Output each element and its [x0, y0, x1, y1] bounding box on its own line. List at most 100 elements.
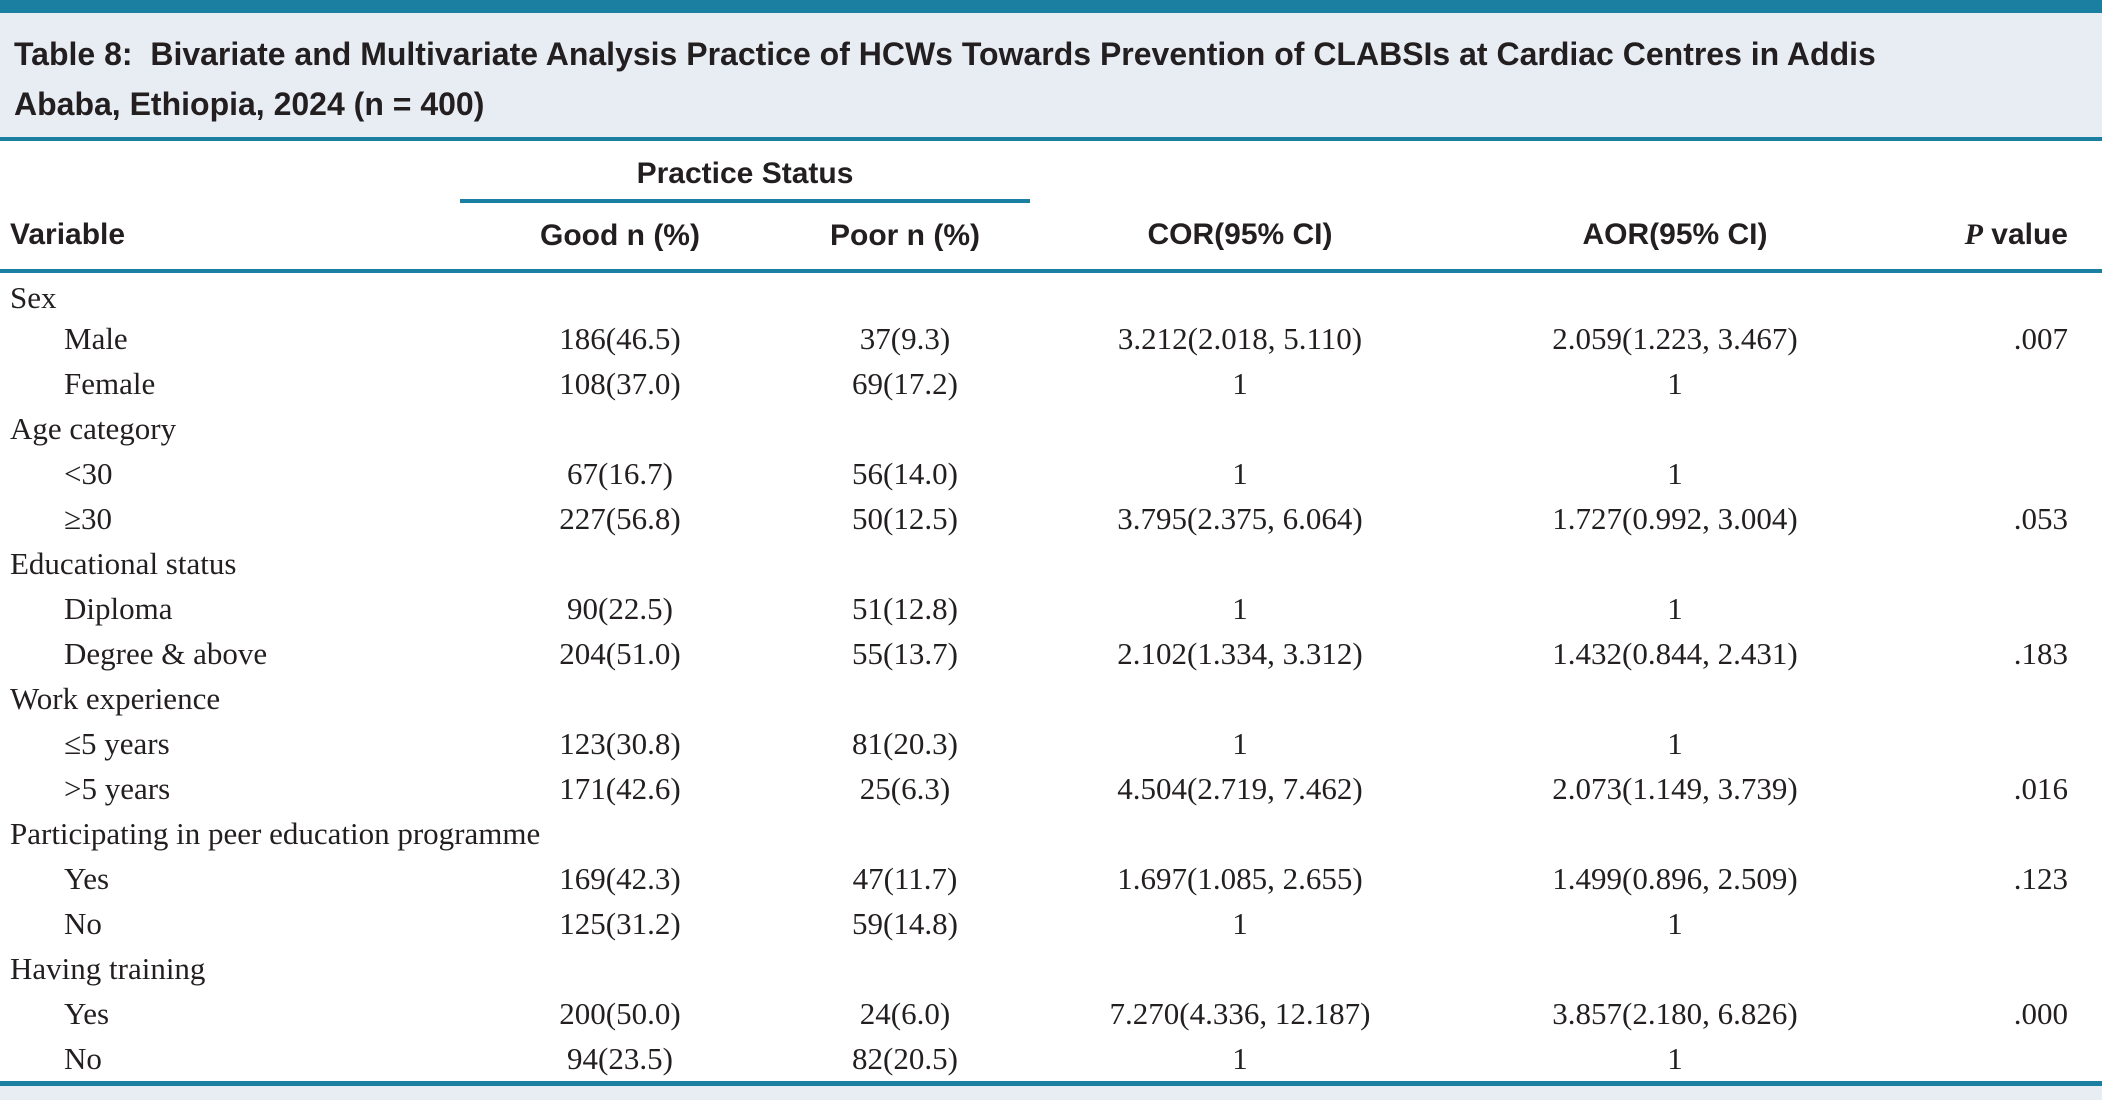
column-header-pvalue: P value [1900, 201, 2102, 273]
spanner-spacer [1900, 141, 2102, 201]
group-row: Educational status [0, 541, 2102, 586]
pvalue-cell [1900, 1036, 2102, 1081]
spanner-spacer [0, 141, 460, 201]
group-row: Having training [0, 946, 2102, 991]
poor-cell: 51(12.8) [852, 590, 958, 626]
analysis-table: Practice Status Variable Good n (%) Poor… [0, 141, 2102, 1081]
pvalue-cell [1900, 361, 2102, 406]
cor-cell: 1.697(1.085, 2.655) [1117, 860, 1363, 896]
aor-cell: 1.727(0.992, 3.004) [1552, 500, 1798, 536]
pvalue-cell: .123 [2013, 860, 2068, 896]
column-header-row: Variable Good n (%) Poor n (%) COR(95% C… [0, 201, 2102, 273]
table-row: ≥30 227(56.8) 50(12.5) 3.795(2.375, 6.064) 1… [0, 496, 2102, 541]
good-cell: 123(30.8) [559, 725, 681, 761]
aor-cell: 1 [1667, 365, 1683, 401]
table-header: Practice Status Variable Good n (%) Poor… [0, 141, 2102, 273]
variable-cell: No [64, 905, 102, 941]
variable-cell: ≤5 years [64, 725, 170, 761]
column-header-poor: Poor n (%) [780, 201, 1030, 273]
table-row: No 94(23.5) 82(20.5) 1 1 [0, 1036, 2102, 1081]
pvalue-cell [1900, 721, 2102, 766]
good-cell: 67(16.7) [567, 455, 673, 491]
aor-cell: 1 [1667, 1040, 1683, 1076]
table-title: Table 8: Bivariate and Multivariate Anal… [0, 13, 2102, 141]
table-title-line2: Ababa, Ethiopia, 2024 (n = 400) [14, 86, 485, 122]
pvalue-cell: .007 [2013, 320, 2068, 356]
p-value-rest: value [1982, 218, 2068, 251]
good-cell: 90(22.5) [567, 590, 673, 626]
good-cell: 227(56.8) [559, 500, 681, 536]
good-cell: 171(42.6) [559, 770, 681, 806]
aor-cell: 1.499(0.896, 2.509) [1552, 860, 1798, 896]
group-label: Participating in peer education programm… [10, 815, 541, 851]
poor-cell: 69(17.2) [852, 365, 958, 401]
table-row: <30 67(16.7) 56(14.0) 1 1 [0, 451, 2102, 496]
group-label: Sex [10, 279, 57, 315]
aor-cell: 1 [1667, 905, 1683, 941]
table-row: ≤5 years 123(30.8) 81(20.3) 1 1 [0, 721, 2102, 766]
spanner-row: Practice Status [0, 141, 2102, 203]
aor-cell: 1 [1667, 725, 1683, 761]
variable-cell: Diploma [64, 590, 173, 626]
aor-cell: 1 [1667, 590, 1683, 626]
variable-cell: <30 [64, 455, 113, 491]
good-cell: 94(23.5) [567, 1040, 673, 1076]
good-cell: 125(31.2) [559, 905, 681, 941]
poor-cell: 24(6.0) [859, 995, 951, 1031]
practice-status-spanner: Practice Status [460, 141, 1030, 203]
group-label: Having training [10, 950, 206, 986]
cor-cell: 7.270(4.336, 12.187) [1109, 995, 1371, 1031]
cor-cell: 3.795(2.375, 6.064) [1117, 500, 1363, 536]
cor-cell: 1 [1232, 905, 1248, 941]
p-value-italic-p: P [1964, 218, 1983, 251]
table-row: Degree & above 204(51.0) 55(13.7) 2.102(1.3… [0, 631, 2102, 676]
variable-cell: ≥30 [64, 500, 113, 536]
cor-cell: 1 [1232, 590, 1248, 626]
cor-cell: 1 [1232, 365, 1248, 401]
poor-cell: 55(13.7) [852, 635, 958, 671]
group-label: Educational status [10, 545, 237, 581]
column-header-aor: AOR(95% CI) [1450, 201, 1900, 273]
group-row: Participating in peer education programm… [0, 811, 2102, 856]
cor-cell: 3.212(2.018, 5.110) [1117, 320, 1363, 356]
variable-cell: >5 years [64, 770, 171, 806]
bottom-strip [0, 1086, 2102, 1100]
column-header-cor: COR(95% CI) [1030, 201, 1450, 273]
bottom-rule [0, 1081, 2102, 1086]
pvalue-cell: .000 [2013, 995, 2068, 1031]
variable-cell: Male [64, 320, 128, 356]
poor-cell: 47(11.7) [852, 860, 958, 896]
group-row: Work experience [0, 676, 2102, 721]
table-body: Sex Male 186(46.5) 37(9.3) 3.212(2.018, 5.11… [0, 271, 2102, 1081]
pvalue-cell [1900, 451, 2102, 496]
aor-cell: 1 [1667, 455, 1683, 491]
cor-cell: 2.102(1.334, 3.312) [1117, 635, 1363, 671]
column-header-good: Good n (%) [460, 201, 780, 273]
aor-cell: 2.059(1.223, 3.467) [1552, 320, 1798, 356]
poor-cell: 82(20.5) [852, 1040, 958, 1076]
table-row: Diploma 90(22.5) 51(12.8) 1 1 [0, 586, 2102, 631]
pvalue-cell: .053 [2013, 500, 2068, 536]
table-row: Yes 169(42.3) 47(11.7) 1.697(1.085, 2.655) 1… [0, 856, 2102, 901]
group-label: Work experience [10, 680, 221, 716]
poor-cell: 59(14.8) [852, 905, 958, 941]
poor-cell: 25(6.3) [859, 770, 951, 806]
poor-cell: 56(14.0) [852, 455, 958, 491]
cor-cell: 1 [1232, 725, 1248, 761]
good-cell: 169(42.3) [559, 860, 681, 896]
good-cell: 186(46.5) [559, 320, 681, 356]
cor-cell: 1 [1232, 1040, 1248, 1076]
group-row: Age category [0, 406, 2102, 451]
cor-cell: 4.504(2.719, 7.462) [1117, 770, 1363, 806]
pvalue-cell: .183 [2013, 635, 2068, 671]
table-row: Yes 200(50.0) 24(6.0) 7.270(4.336, 12.187) 3… [0, 991, 2102, 1036]
spanner-spacer [1450, 141, 1900, 201]
top-accent-bar [0, 0, 2102, 13]
variable-cell: No [64, 1040, 102, 1076]
spanner-spacer [1030, 141, 1450, 201]
poor-cell: 37(9.3) [859, 320, 951, 356]
variable-cell: Degree & above [64, 635, 268, 671]
good-cell: 204(51.0) [559, 635, 681, 671]
group-row: Sex [0, 271, 2102, 316]
